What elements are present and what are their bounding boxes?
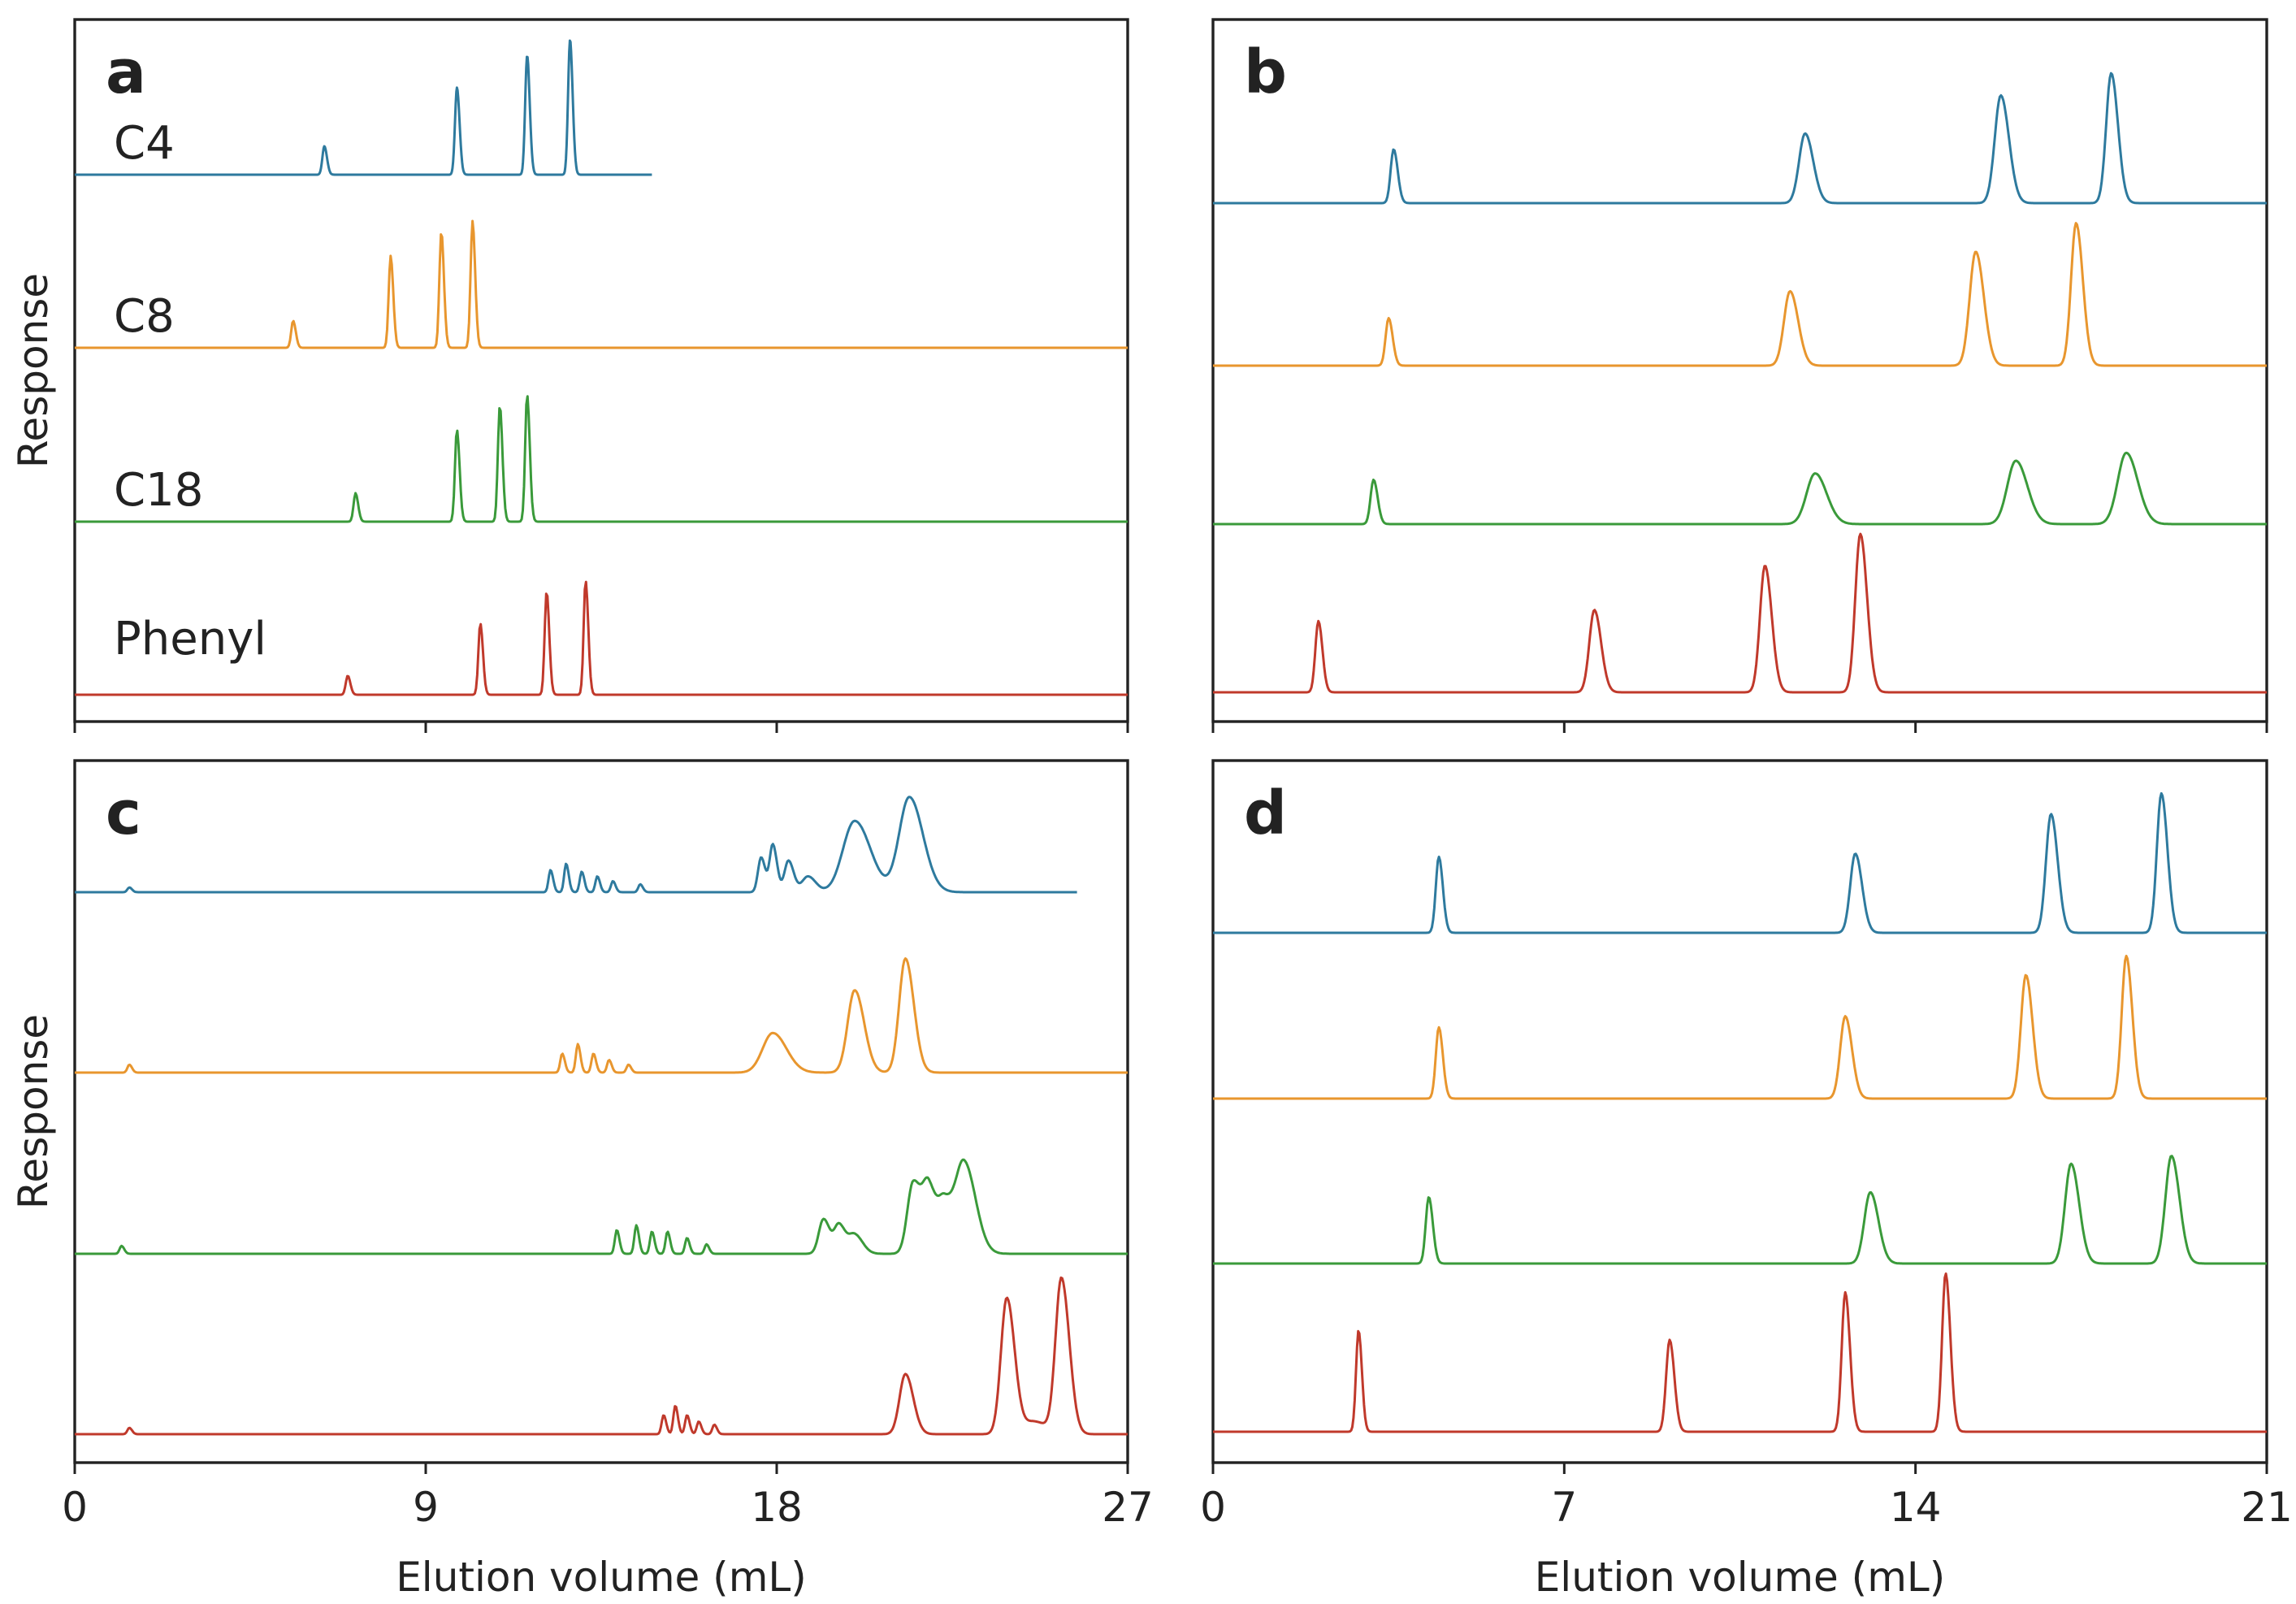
trace-phenyl [74,580,1129,696]
panel-letter: a [106,37,146,107]
series-label-c18: C18 [114,464,203,517]
trace-c8 [74,957,1129,1074]
panel-letter: b [1244,37,1287,107]
panel-letter: d [1244,778,1287,848]
y-axis-label: Response [10,273,57,468]
series-label-phenyl: Phenyl [114,613,266,665]
x-tick-label: 9 [413,1484,439,1531]
x-tick-label: 18 [751,1484,803,1531]
trace-phenyl [74,1276,1129,1436]
x-tick-label: 21 [2241,1484,2293,1531]
x-tick-label: 14 [1890,1484,1942,1531]
trace-c8 [1212,955,2268,1100]
trace-c18 [74,1158,1129,1255]
trace-phenyl [1212,532,2268,694]
trace-c18 [1212,451,2268,526]
plot-frame [1211,759,2268,1464]
trace-c4 [1212,791,2268,934]
trace-c8 [74,219,1129,349]
x-tick-label: 0 [62,1484,88,1531]
panel-b: b [1211,18,2268,733]
x-axis-label: Elution volume (mL) [1535,1554,1946,1601]
trace-c18 [1212,1155,2268,1265]
trace-phenyl [1212,1272,2268,1433]
series-label-c4: C4 [114,117,175,170]
trace-c18 [74,395,1129,523]
plot-frame [73,759,1129,1464]
plot-frame [1211,18,2268,723]
series-label-c8: C8 [114,290,175,343]
y-axis-label: Response [10,1014,57,1209]
x-tick-label: 27 [1102,1484,1154,1531]
trace-c4 [1212,72,2268,205]
panel-a: C4 C8 C18 Phenyl a Response [10,18,1129,733]
panel-d: 0 7 14 21 d Elution volume (mL) [1200,759,2293,1601]
x-tick-label: 0 [1200,1484,1226,1531]
trace-c4 [74,39,653,176]
trace-c4 [74,795,1077,894]
x-tick-label: 7 [1551,1484,1577,1531]
trace-c8 [1212,222,2268,367]
x-axis-label: Elution volume (mL) [396,1554,807,1601]
panel-letter: c [106,778,141,848]
panel-c: 0 9 18 27 c Elution volume (mL) Response [10,759,1154,1601]
plot-frame [73,18,1129,723]
